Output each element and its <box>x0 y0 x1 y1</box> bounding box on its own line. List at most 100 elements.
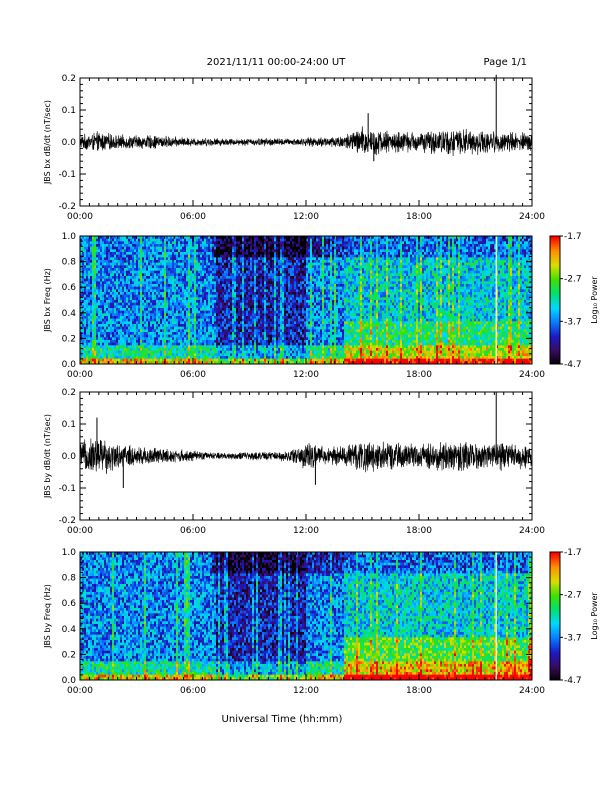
spectrogram-cell <box>134 289 136 292</box>
spectrogram-cell <box>142 311 144 314</box>
spectrogram-cell <box>240 265 242 268</box>
spectrogram-cell <box>268 244 270 247</box>
spectrogram-cell <box>182 311 184 314</box>
spectrogram-cell <box>218 295 220 298</box>
spectrogram-cell <box>212 279 214 282</box>
spectrogram-cell <box>162 316 164 319</box>
spectrogram-cell <box>144 257 146 260</box>
spectrogram-cell <box>136 255 138 258</box>
spectrogram-cell <box>90 303 92 306</box>
spectrogram-cell <box>98 335 100 338</box>
spectrogram-cell <box>180 257 182 260</box>
spectrogram-cell <box>120 327 122 330</box>
spectrogram-cell <box>176 351 178 354</box>
spectrogram-cell <box>246 265 248 268</box>
spectrogram-cell <box>260 359 262 362</box>
spectrogram-cell <box>260 276 262 279</box>
spectrogram-cell <box>104 327 106 330</box>
spectrogram-cell <box>192 244 194 247</box>
spectrogram-cell <box>112 332 114 335</box>
spectrogram-cell <box>130 319 132 322</box>
spectrogram-cell <box>242 249 244 252</box>
spectrogram-cell <box>196 260 198 263</box>
spectrogram-cell <box>134 303 136 306</box>
spectrogram-cell <box>156 351 158 354</box>
spectrogram-cell <box>132 289 134 292</box>
spectrogram-cell <box>112 329 114 332</box>
spectrogram-cell <box>200 241 202 244</box>
spectrogram-cell <box>102 287 104 290</box>
spectrogram-cell <box>104 249 106 252</box>
spectrogram-cell <box>220 351 222 354</box>
spectrogram-cell <box>190 268 192 271</box>
spectrogram-cell <box>274 292 276 295</box>
spectrogram-cell <box>112 340 114 343</box>
spectrogram-cell <box>150 305 152 308</box>
spectrogram-cell <box>240 284 242 287</box>
spectrogram-cell <box>178 300 180 303</box>
spectrogram-cell <box>158 289 160 292</box>
spectrogram-cell <box>116 295 118 298</box>
spectrogram-cell <box>112 244 114 247</box>
spectrogram-cell <box>278 340 280 343</box>
spectrogram-cell <box>200 239 202 242</box>
spectrogram-cell <box>142 249 144 252</box>
spectrogram-cell <box>278 313 280 316</box>
spectrogram-cell <box>208 295 210 298</box>
spectrogram-cell <box>204 247 206 250</box>
spectrogram-cell <box>250 305 252 308</box>
spectrogram-cell <box>276 268 278 271</box>
spectrogram-cell <box>180 284 182 287</box>
spectrogram-cell <box>150 351 152 354</box>
spectrogram-cell <box>246 244 248 247</box>
spectrogram-cell <box>94 241 96 244</box>
spectrogram-cell <box>140 252 142 255</box>
spectrogram-cell <box>114 287 116 290</box>
spectrogram-cell <box>156 295 158 298</box>
spectrogram-cell <box>88 319 90 322</box>
spectrogram-cell <box>176 281 178 284</box>
spectrogram-cell <box>160 249 162 252</box>
spectrogram-cell <box>150 252 152 255</box>
spectrogram-cell <box>148 308 150 311</box>
spectrogram-cell <box>198 303 200 306</box>
spectrogram-cell <box>202 313 204 316</box>
spectrogram-cell <box>94 284 96 287</box>
spectrogram-cell <box>200 343 202 346</box>
spectrogram-cell <box>172 316 174 319</box>
spectrogram-cell <box>176 343 178 346</box>
spectrogram-cell <box>104 265 106 268</box>
spectrogram-cell <box>132 249 134 252</box>
spectrogram-cell <box>158 257 160 260</box>
spectrogram-cell <box>202 255 204 258</box>
spectrogram-cell <box>210 279 212 282</box>
spectrogram-cell <box>238 249 240 252</box>
spectrogram-cell <box>134 295 136 298</box>
spectrogram-cell <box>134 308 136 311</box>
spectrogram-cell <box>206 327 208 330</box>
spectrogram-cell <box>222 241 224 244</box>
spectrogram-cell <box>160 343 162 346</box>
spectrogram-cell <box>218 340 220 343</box>
spectrogram-cell <box>242 329 244 332</box>
spectrogram-cell <box>90 313 92 316</box>
spectrogram-cell <box>150 292 152 295</box>
spectrogram-cell <box>258 337 260 340</box>
spectrogram-cell <box>106 255 108 258</box>
spectrogram-cell <box>188 359 190 362</box>
spectrogram-cell <box>188 271 190 274</box>
spectrogram-cell <box>222 359 224 362</box>
spectrogram-cell <box>146 284 148 287</box>
spectrogram-cell <box>248 337 250 340</box>
spectrogram-cell <box>136 311 138 314</box>
spectrogram-cell <box>132 255 134 258</box>
spectrogram-cell <box>94 300 96 303</box>
spectrogram-cell <box>246 284 248 287</box>
spectrogram-cell <box>252 247 254 250</box>
spectrogram-cell <box>180 343 182 346</box>
spectrogram-cell <box>84 351 86 354</box>
spectrogram-cell <box>232 273 234 276</box>
spectrogram-cell <box>104 332 106 335</box>
spectrogram-cell <box>174 249 176 252</box>
spectrogram-cell <box>276 281 278 284</box>
